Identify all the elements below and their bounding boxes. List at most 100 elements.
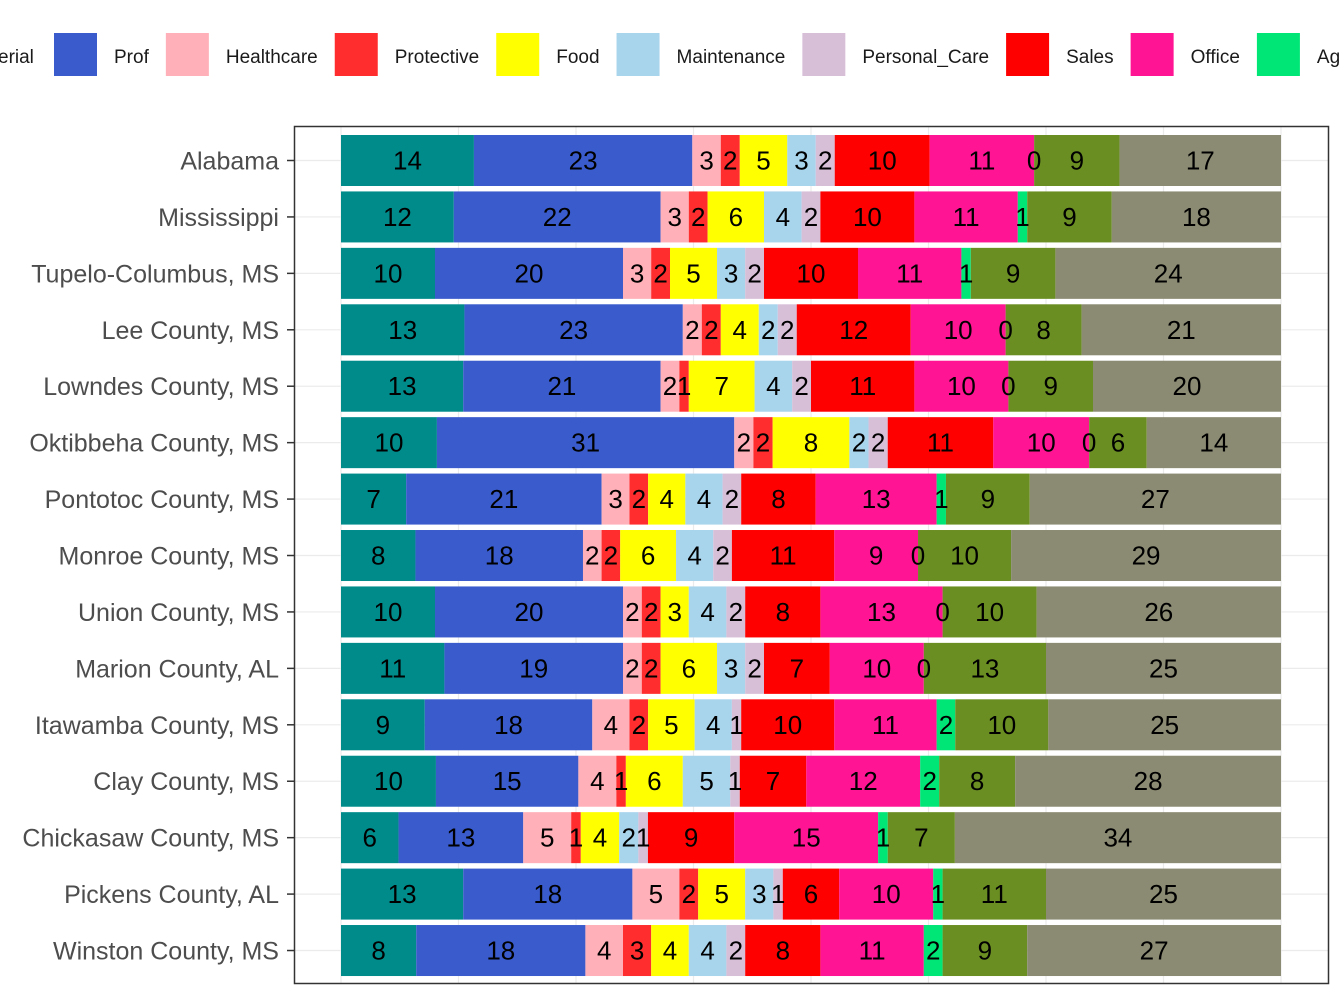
bar-value-label: 2 (644, 653, 658, 683)
bar-value-label: 1 (636, 823, 650, 853)
bar-value-label: 1 (569, 823, 583, 853)
y-axis-label-lee-county-ms: Lee County, MS (102, 317, 279, 345)
bar-segment-clay-county-ms-healthcare (578, 755, 617, 807)
bar-value-label: 11 (859, 936, 886, 966)
bar-value-label: 11 (770, 541, 797, 571)
bar-segment-chickasaw-county-ms-personal-care (638, 812, 648, 864)
bar-value-label: 27 (1140, 936, 1169, 966)
bar-value-label: 7 (914, 823, 928, 853)
bar-value-label: 11 (968, 146, 995, 176)
bar-value-label: 6 (804, 879, 818, 909)
bar-value-label: 11 (872, 710, 899, 740)
bar-segment-clay-county-ms-agriculture (920, 755, 940, 807)
legend-key-healthcare (165, 33, 209, 76)
bar-segment-alabama-series-12 (1119, 135, 1281, 186)
bar-segment-marion-county-al-healthcare (623, 642, 642, 694)
bar-value-label: 2 (604, 541, 618, 571)
bar-segment-itawamba-county-ms-protective (629, 699, 649, 751)
legend-key-sales (1006, 33, 1050, 76)
bar-segment-lee-county-ms-sales (796, 304, 911, 356)
bar-value-label: 13 (388, 315, 417, 345)
bar-segment-pontotoc-county-ms-healthcare (601, 473, 630, 525)
bar-segment-tupelo-columbus-ms-managerial (341, 247, 435, 299)
bar-value-label: 2 (715, 541, 729, 571)
bar-segment-tupelo-columbus-ms-healthcare (623, 247, 652, 299)
bar-segment-pontotoc-county-ms-protective (629, 473, 649, 525)
bar-value-label: 3 (630, 936, 644, 966)
bar-segment-union-county-ms-sales (745, 586, 821, 638)
bar-segment-alabama-personal-care (815, 135, 835, 186)
bar-value-label: 6 (729, 202, 743, 232)
bar-value-label: 2 (691, 202, 705, 232)
y-axis: Alabama Mississippi Tupelo-Columbus, MS Lee… (22, 148, 294, 966)
bar-segment-marion-county-al-food (660, 642, 717, 694)
bar-segment-pontotoc-county-ms-maintenance (685, 473, 723, 525)
bar-value-label: 9 (1062, 202, 1076, 232)
bar-value-label: 2 (794, 371, 808, 401)
bar-segment-winston-county-ms-agriculture (923, 925, 943, 977)
bar-value-label: 2 (704, 315, 718, 345)
bar-segment-oktibbeha-county-ms-series-12 (1146, 417, 1281, 469)
bar-segment-alabama-series-11 (1034, 135, 1120, 186)
bar-value-label: 9 (981, 484, 995, 514)
bar-value-label: 3 (667, 202, 681, 232)
bar-segment-oktibbeha-county-ms-protective (753, 417, 773, 469)
bar-segment-winston-county-ms-healthcare (585, 925, 623, 977)
bar-value-label: 4 (733, 315, 747, 345)
bar-value-label: 10 (853, 202, 882, 232)
bar-segment-lee-county-ms-office (910, 304, 1006, 356)
bar-segment-mississippi-managerial (341, 191, 454, 243)
y-axis-label-alabama: Alabama (180, 148, 279, 176)
bar-segment-lowndes-county-ms-series-12 (1093, 360, 1281, 412)
bar-value-label: 11 (379, 653, 406, 683)
bar-value-label: 1 (934, 484, 948, 514)
bar-segment-chickasaw-county-ms-series-12 (954, 812, 1281, 864)
bar-value-label: 28 (1134, 766, 1163, 796)
bar-segment-pickens-county-al-prof (463, 868, 633, 920)
bar-segment-clay-county-ms-prof (435, 755, 579, 807)
bar-value-label: 1 (1015, 202, 1029, 232)
bar-segment-alabama-protective (720, 135, 740, 186)
bar-value-label: 2 (625, 653, 639, 683)
bar-segment-itawamba-county-ms-agriculture (936, 699, 956, 751)
bar-value-label: 3 (667, 597, 681, 627)
bar-value-label: 13 (388, 371, 417, 401)
bar-value-label: 2 (685, 315, 699, 345)
bar-value-label: 25 (1149, 653, 1178, 683)
bar-value-label: 10 (975, 597, 1004, 627)
bar-segment-oktibbeha-county-ms-prof (436, 417, 735, 469)
bar-segment-alabama-managerial (341, 135, 474, 186)
bar-segment-lee-county-ms-healthcare (682, 304, 702, 356)
bar-value-label: 2 (756, 428, 770, 458)
bar-segment-union-county-ms-series-12 (1036, 586, 1281, 638)
bar-segment-mississippi-office (914, 191, 1018, 243)
bar-segment-monroe-county-ms-series-11 (918, 530, 1012, 582)
bar-segment-tupelo-columbus-ms-agriculture (961, 247, 971, 299)
y-axis-label-pickens-county-al: Pickens County, AL (64, 881, 279, 909)
bar-value-label: 2 (653, 258, 667, 288)
bar-value-label: 2 (729, 936, 743, 966)
bar-segment-union-county-ms-managerial (341, 586, 435, 638)
bar-segment-alabama-prof (473, 135, 693, 186)
legend-key-maintenance (616, 33, 660, 76)
bar-segment-monroe-county-ms-managerial (341, 530, 416, 582)
bar-value-label: 9 (1043, 371, 1057, 401)
bar-value-label: 25 (1149, 879, 1178, 909)
bar-value-label: 2 (780, 315, 794, 345)
bar-segment-marion-county-al-series-12 (1046, 642, 1281, 694)
bar-value-label: 10 (950, 541, 979, 571)
bar-segment-oktibbeha-county-ms-food (772, 417, 850, 469)
bar-value-label: 8 (1036, 315, 1050, 345)
bar-segment-lowndes-county-ms-managerial (341, 360, 464, 412)
bar-segment-mississippi-series-12 (1111, 191, 1281, 243)
bar-segment-tupelo-columbus-ms-prof (435, 247, 623, 299)
bar-value-label: 0 (917, 653, 931, 683)
bar-value-label: 18 (533, 879, 562, 909)
bar-segment-pontotoc-county-ms-office (815, 473, 937, 525)
bar-value-label: 29 (1132, 541, 1161, 571)
bar-segment-mississippi-personal-care (801, 191, 821, 243)
bar-segment-winston-county-ms-managerial (341, 925, 417, 977)
bar-value-label: 4 (776, 202, 790, 232)
bar-segment-lowndes-county-ms-prof (463, 360, 661, 412)
